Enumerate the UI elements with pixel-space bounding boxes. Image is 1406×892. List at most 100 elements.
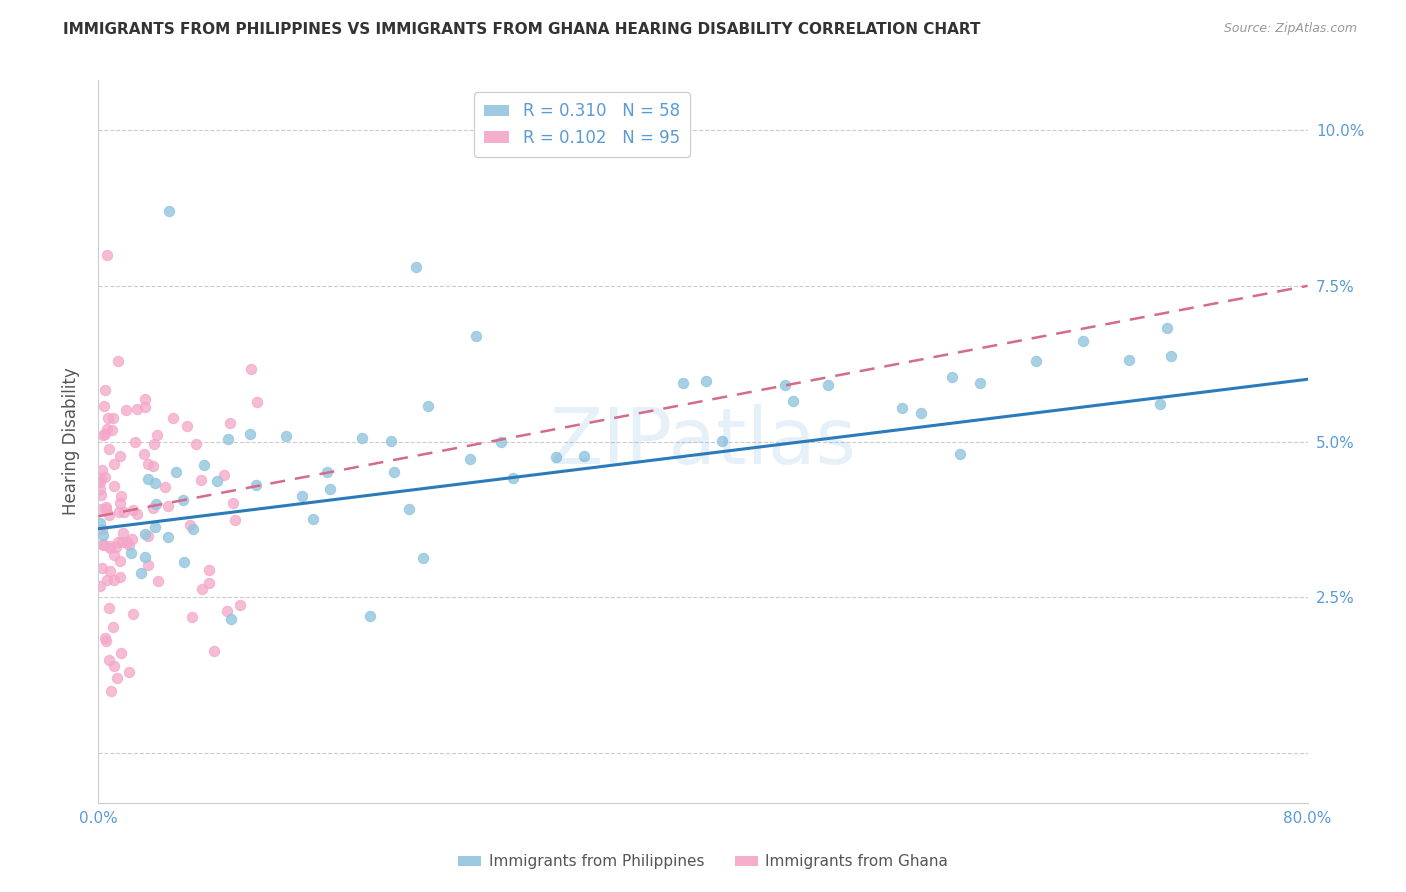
Point: [502, 471, 524, 485]
Point: [412, 550, 434, 565]
Point: [101, 620, 124, 634]
Point: [118, 538, 141, 552]
Legend: R = 0.310   N = 58, R = 0.102   N = 95: R = 0.310 N = 58, R = 0.102 N = 95: [474, 92, 690, 157]
Point: [465, 328, 488, 343]
Point: [111, 526, 134, 541]
Point: [136, 529, 159, 543]
Point: [405, 260, 427, 274]
Point: [136, 457, 159, 471]
Point: [103, 658, 125, 673]
Point: [103, 457, 125, 471]
Point: [969, 376, 991, 390]
Point: [219, 416, 242, 430]
Point: [222, 496, 245, 510]
Point: [103, 548, 125, 562]
Point: [94, 469, 117, 483]
Point: [90, 471, 112, 485]
Point: [184, 437, 207, 451]
Point: [672, 376, 695, 390]
Point: [155, 480, 177, 494]
Point: [291, 489, 314, 503]
Point: [318, 483, 340, 497]
Point: [97, 508, 120, 523]
Point: [572, 449, 595, 463]
Point: [544, 450, 567, 465]
Point: [172, 492, 194, 507]
Point: [98, 600, 121, 615]
Point: [94, 500, 117, 515]
Point: [89, 482, 111, 496]
Point: [103, 573, 125, 587]
Point: [176, 418, 198, 433]
Text: Source: ZipAtlas.com: Source: ZipAtlas.com: [1223, 22, 1357, 36]
Point: [181, 522, 204, 536]
Point: [350, 431, 373, 445]
Point: [108, 553, 131, 567]
Point: [1160, 349, 1182, 363]
Point: [1073, 334, 1095, 348]
Point: [301, 512, 323, 526]
Point: [115, 535, 138, 549]
Point: [98, 652, 121, 666]
Point: [124, 434, 146, 449]
Point: [162, 410, 184, 425]
Point: [146, 427, 169, 442]
Point: [1156, 321, 1178, 335]
Point: [146, 574, 169, 589]
Point: [97, 411, 120, 425]
Point: [103, 479, 125, 493]
Point: [134, 392, 156, 406]
Point: [94, 633, 117, 648]
Point: [165, 466, 187, 480]
Point: [239, 426, 262, 441]
Point: [108, 496, 131, 510]
Point: [91, 537, 114, 551]
Point: [156, 530, 179, 544]
Point: [239, 362, 262, 376]
Point: [89, 516, 111, 530]
Point: [125, 401, 148, 416]
Point: [910, 407, 932, 421]
Point: [418, 399, 440, 413]
Point: [217, 432, 239, 446]
Point: [1024, 353, 1046, 368]
Point: [180, 610, 202, 624]
Point: [89, 579, 111, 593]
Text: ZIPatlas: ZIPatlas: [550, 403, 856, 480]
Point: [107, 353, 129, 368]
Point: [89, 475, 111, 490]
Point: [245, 478, 267, 492]
Point: [134, 400, 156, 414]
Point: [191, 582, 214, 596]
Point: [458, 451, 481, 466]
Point: [108, 450, 131, 464]
Point: [104, 540, 127, 554]
Point: [949, 447, 972, 461]
Point: [817, 378, 839, 392]
Point: [179, 518, 201, 533]
Point: [91, 428, 114, 442]
Point: [215, 604, 238, 618]
Point: [143, 476, 166, 491]
Point: [101, 411, 124, 425]
Point: [98, 564, 121, 578]
Point: [90, 487, 112, 501]
Point: [134, 527, 156, 541]
Point: [127, 508, 149, 522]
Point: [143, 520, 166, 534]
Point: [94, 502, 117, 516]
Point: [111, 534, 134, 549]
Point: [93, 399, 115, 413]
Point: [96, 422, 118, 436]
Point: [96, 248, 118, 262]
Point: [173, 555, 195, 569]
Point: [198, 575, 221, 590]
Point: [108, 569, 131, 583]
Point: [91, 463, 114, 477]
Point: [1118, 353, 1140, 368]
Point: [710, 434, 733, 449]
Point: [941, 370, 963, 384]
Point: [121, 607, 143, 622]
Point: [90, 501, 112, 516]
Point: [197, 563, 219, 577]
